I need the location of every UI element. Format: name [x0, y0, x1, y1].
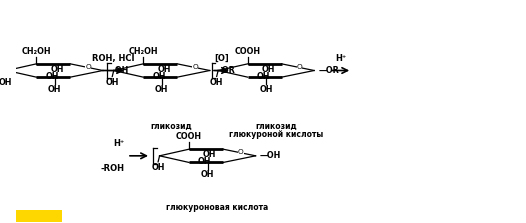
Text: O: O — [192, 64, 198, 70]
Text: OH: OH — [201, 170, 214, 179]
Text: —OH: —OH — [260, 151, 281, 160]
Text: O: O — [297, 64, 302, 70]
Text: OH: OH — [157, 65, 171, 74]
Text: COOH: COOH — [176, 132, 202, 141]
Text: COOH: COOH — [235, 47, 261, 56]
Text: OH: OH — [48, 85, 62, 94]
Text: OH: OH — [210, 78, 224, 87]
Text: OH: OH — [151, 163, 165, 172]
Text: [O]: [O] — [214, 54, 229, 63]
Text: OH: OH — [198, 157, 211, 166]
Text: —OR: —OR — [319, 66, 339, 75]
Text: OH: OH — [106, 78, 119, 87]
Text: OH: OH — [45, 72, 59, 81]
Text: O: O — [238, 149, 244, 155]
Text: OH: OH — [203, 150, 217, 159]
Text: CH₂OH: CH₂OH — [22, 47, 51, 56]
Text: O: O — [85, 64, 91, 70]
Text: гликозид: гликозид — [150, 122, 192, 130]
Text: -ROH: -ROH — [100, 164, 125, 173]
Text: —OH: —OH — [107, 66, 128, 75]
Text: OH: OH — [257, 72, 270, 81]
Text: OH: OH — [261, 65, 275, 74]
Text: глюкуроной кислоты: глюкуроной кислоты — [229, 130, 323, 139]
Text: CH₂OH: CH₂OH — [128, 47, 158, 56]
Bar — [16, 210, 62, 222]
Text: OH: OH — [50, 65, 64, 74]
Text: глюкуроновая кислота: глюкуроновая кислота — [166, 203, 268, 213]
Text: OH: OH — [0, 78, 12, 87]
Text: —OR: —OR — [214, 66, 235, 75]
Text: гликозид: гликозид — [255, 122, 297, 130]
Text: H⁺: H⁺ — [335, 54, 346, 63]
Text: ROH, HCl: ROH, HCl — [92, 54, 135, 63]
Text: H⁺: H⁺ — [113, 139, 125, 148]
Text: OH: OH — [152, 72, 166, 81]
Text: OH: OH — [259, 85, 273, 94]
Text: OH: OH — [155, 85, 168, 94]
